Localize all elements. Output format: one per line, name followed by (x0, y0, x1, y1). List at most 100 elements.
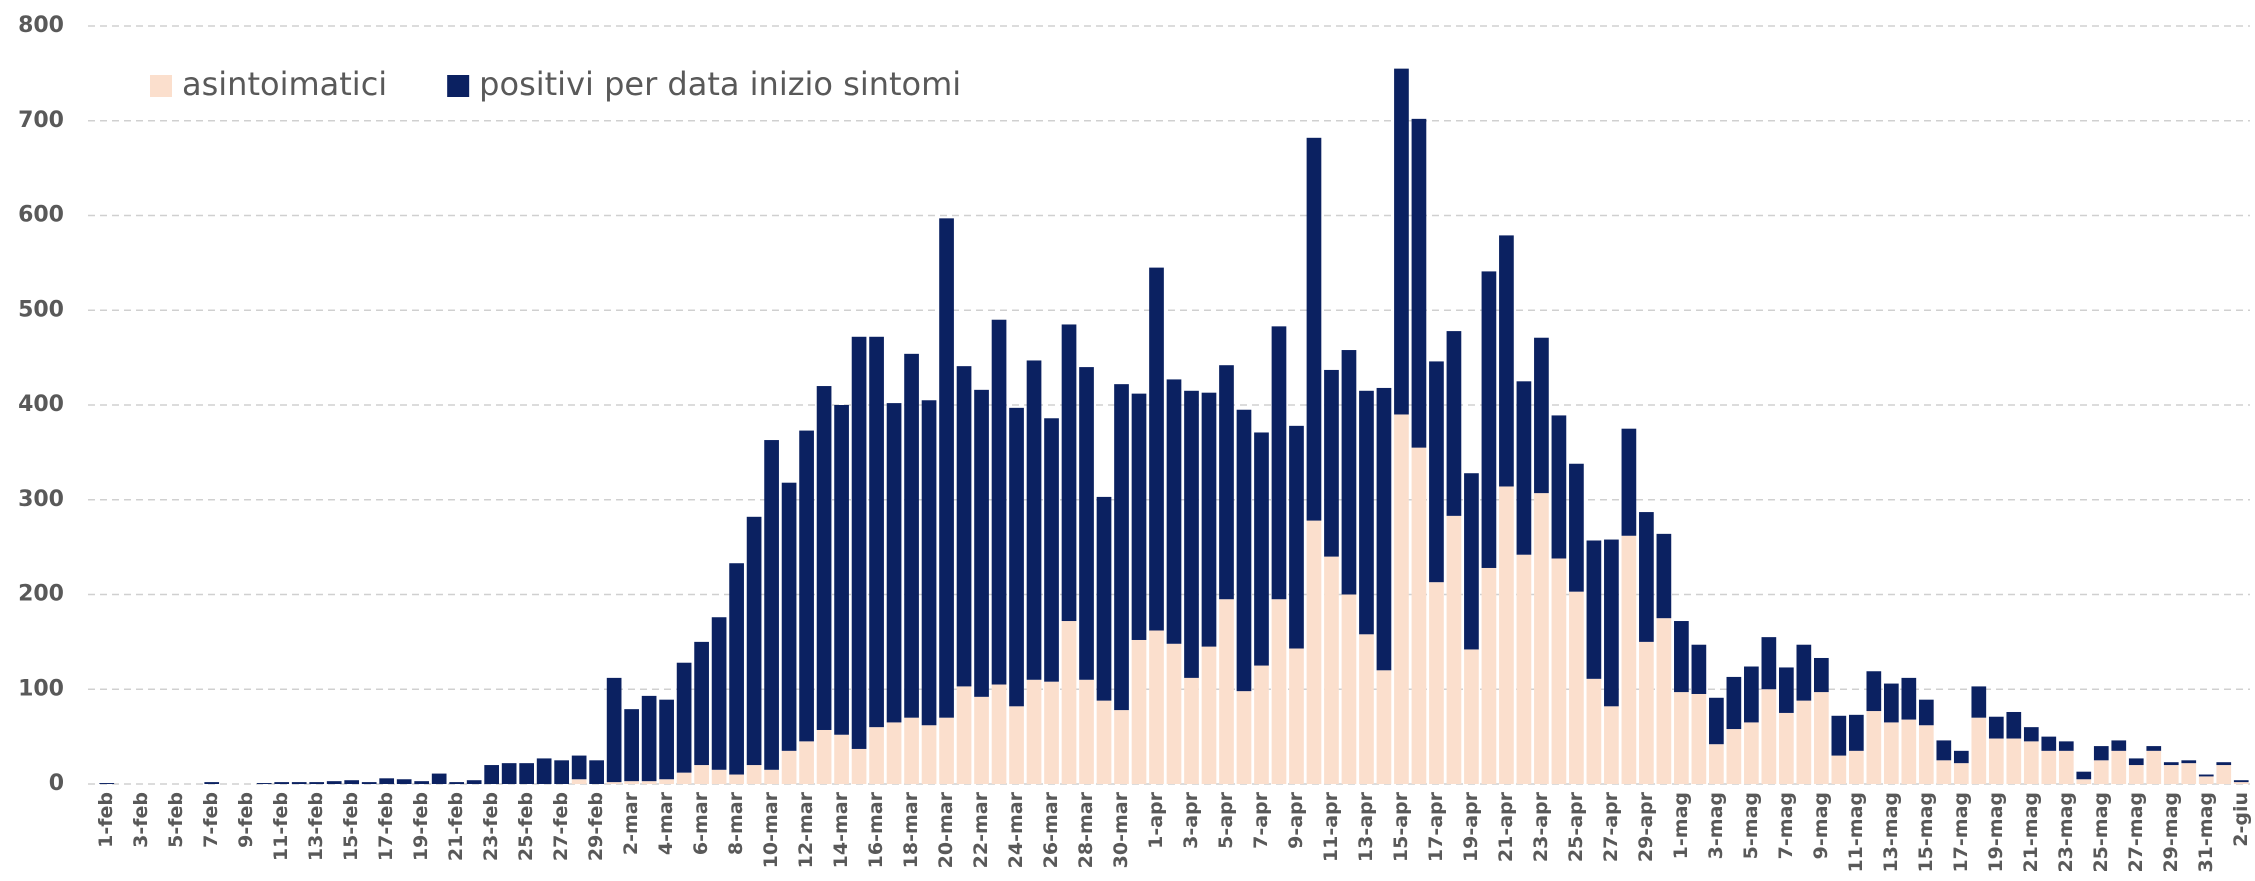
bar-segment (1516, 554, 1532, 784)
bar-segment (1779, 667, 1794, 713)
bar-segment (554, 760, 569, 784)
bar-segment (1551, 415, 1567, 559)
x-tick-label: 29-feb (585, 792, 607, 861)
y-tick-label: 700 (18, 108, 64, 133)
bar-segment (1324, 556, 1339, 784)
bar-segment (274, 782, 290, 784)
bar-segment (1376, 670, 1392, 784)
bar-segment (1184, 390, 1199, 678)
bar-segment (711, 617, 727, 770)
x-tick-label: 7-apr (1250, 791, 1272, 849)
x-tick-label: 7-mag (1775, 792, 1797, 859)
bar-segment (1481, 271, 1497, 568)
bar-segment (659, 779, 674, 784)
bar-segment (2198, 776, 2214, 784)
bar-segment (799, 430, 814, 742)
x-tick-label: 3-mag (1705, 792, 1727, 859)
bar-segment (2198, 774, 2214, 777)
x-tick-label: 29-mag (2160, 792, 2182, 873)
bar-segment (1411, 447, 1427, 784)
bar-segment (1656, 533, 1672, 619)
bar-segment (536, 758, 552, 784)
bar-segment (921, 400, 937, 726)
x-tick-label: 28-mar (1075, 791, 1097, 868)
bar-segment (974, 389, 989, 697)
x-tick-label: 12-mar (795, 791, 817, 868)
x-tick-label: 19-feb (410, 792, 432, 861)
bar-segment (886, 722, 902, 784)
bar-segment (1271, 326, 1287, 600)
bar-segment (1831, 715, 1847, 756)
legend-label: positivi per data inizio sintomi (479, 65, 961, 103)
bar-segment (326, 781, 342, 784)
bar-segment (1551, 558, 1567, 784)
bar-segment (309, 782, 325, 784)
bar-segment (1079, 679, 1094, 784)
bar-segment (1709, 697, 1724, 745)
bar-segment (1446, 331, 1462, 516)
bar-segment (1306, 520, 1322, 784)
x-tick-label: 13-apr (1355, 791, 1377, 862)
bar-segment (1009, 706, 1024, 784)
bar-segment (1464, 649, 1479, 784)
bar-segment (1201, 646, 1217, 784)
bar-segment (1988, 716, 2004, 739)
bar-segment (519, 763, 534, 784)
bar-segment (1586, 540, 1602, 679)
y-tick-label: 300 (18, 487, 64, 512)
x-tick-label: 21-apr (1495, 791, 1517, 862)
bar-segment (1569, 591, 1584, 784)
bar-segment (1044, 418, 1059, 682)
x-tick-label: 19-apr (1460, 791, 1482, 862)
bar-segment (2041, 736, 2057, 751)
bar-segment (2023, 727, 2039, 742)
bar-segment (1009, 407, 1024, 707)
bar-segment (1639, 641, 1654, 784)
bar-segment (2146, 750, 2162, 784)
y-tick-label: 600 (18, 203, 64, 228)
x-tick-label: 11-mag (1845, 792, 1867, 873)
bar-segment (851, 748, 867, 784)
bar-segment (431, 773, 447, 784)
legend-swatch (150, 75, 172, 97)
bar-segment (2093, 760, 2109, 784)
bar-segment (204, 782, 220, 784)
bar-segment (1254, 432, 1269, 666)
bar-segment (781, 750, 797, 784)
bar-segment (939, 717, 954, 784)
bar-segment (1096, 700, 1112, 784)
x-tick-label: 27-mag (2125, 792, 2147, 873)
bar-segment (834, 734, 849, 784)
bar-segment (746, 516, 762, 766)
bar-segment (361, 782, 377, 784)
bar-segment (1814, 692, 1829, 784)
bar-segment (1744, 666, 1759, 723)
bar-segment (1166, 643, 1182, 784)
bar-segment (816, 386, 832, 730)
bar-segment (1446, 515, 1462, 784)
x-tick-label: 22-mar (970, 791, 992, 868)
bar-segment (1866, 711, 1882, 784)
bar-segment (641, 695, 657, 782)
bar-segment (624, 709, 639, 782)
x-tick-label: 2-giu (2230, 792, 2252, 847)
bar-segment (1971, 717, 1987, 784)
x-tick-label: 15-feb (340, 792, 362, 861)
bar-segment (1534, 337, 1549, 494)
bar-segment (1901, 677, 1917, 720)
x-tick-label: 7-feb (200, 792, 222, 848)
bar-segment (886, 403, 902, 723)
bar-segment (501, 763, 517, 784)
x-tick-label: 14-mar (830, 791, 852, 868)
bar-segment (956, 686, 972, 784)
bar-segment (676, 772, 692, 784)
bar-segment (2128, 758, 2144, 766)
bar-segment (291, 782, 307, 784)
bar-segment (571, 755, 587, 780)
bar-segment (344, 780, 360, 784)
bar-segment (1254, 665, 1269, 784)
bar-segment (1674, 692, 1689, 784)
bar-segment (1953, 750, 1969, 764)
bar-segment (1149, 630, 1164, 784)
bar-segment (2076, 779, 2092, 784)
